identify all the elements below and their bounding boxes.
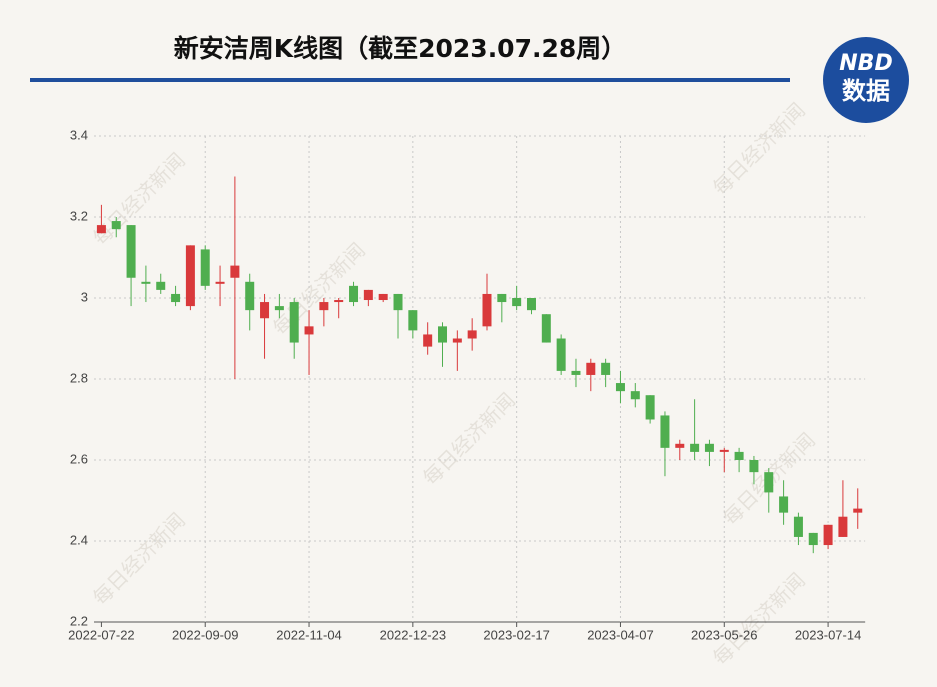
candle-body [497, 293, 507, 303]
candle-body [645, 395, 655, 420]
candle-body [512, 298, 522, 307]
logo [823, 37, 909, 123]
y-tick-label: 2.4 [70, 532, 88, 547]
candle-body [141, 281, 151, 284]
candle-body [156, 281, 166, 290]
candle-body [363, 289, 373, 301]
candle-body [423, 334, 433, 347]
x-tick-label: 2022-12-23 [380, 627, 447, 642]
title-rule [30, 78, 790, 82]
candle-body [660, 415, 670, 448]
candle-body [571, 370, 581, 375]
candle-body [601, 362, 611, 375]
candle-body [764, 472, 774, 493]
candle-body [349, 285, 359, 303]
candle-body [245, 281, 255, 311]
candle-body [185, 245, 195, 307]
x-tick-label: 2023-02-17 [483, 627, 550, 642]
candle-body [215, 281, 225, 284]
candle-body [111, 221, 121, 230]
candle-body [289, 302, 299, 343]
candle-body [274, 306, 284, 311]
candle-body [586, 362, 596, 375]
chart-title: 新安洁周K线图（截至2023.07.28周） [174, 34, 627, 63]
candle-body [408, 310, 418, 331]
candle-body [779, 496, 789, 513]
candle-body [467, 330, 477, 339]
y-tick-label: 2.8 [70, 370, 88, 385]
candle-body [526, 298, 536, 311]
candle-body [378, 293, 388, 301]
candle-body [793, 516, 803, 537]
candle-body [719, 449, 729, 452]
y-tick-label: 2.6 [70, 451, 88, 466]
candle-body [541, 314, 551, 343]
candle-body [808, 532, 818, 546]
candle-body [630, 391, 640, 400]
candle-body [334, 300, 344, 303]
y-tick-label: 3.4 [70, 127, 88, 142]
candle-body [615, 383, 625, 392]
candle-body [482, 293, 492, 327]
x-tick-label: 2023-05-26 [691, 627, 758, 642]
x-tick-label: 2023-04-07 [587, 627, 654, 642]
x-tick-label: 2022-11-04 [276, 627, 342, 642]
candle-body [319, 302, 329, 311]
x-tick-label: 2023-07-14 [795, 627, 862, 642]
candle-body [556, 338, 566, 371]
x-tick-label: 2022-09-09 [172, 627, 239, 642]
candle-body [438, 326, 448, 343]
candle-body [393, 293, 403, 311]
candle-body [823, 524, 833, 546]
candle-body [734, 451, 744, 460]
y-tick-label: 3 [81, 289, 88, 304]
candle-body [690, 443, 700, 452]
candle-body [853, 508, 863, 513]
candle-body [704, 443, 714, 452]
candle-body [230, 265, 240, 278]
candle-body [200, 249, 210, 286]
candle-body [838, 516, 848, 537]
candle-body [452, 338, 462, 343]
candle-body [96, 225, 106, 234]
x-tick-label: 2022-07-22 [68, 627, 135, 642]
candle-body [749, 460, 759, 473]
logo-text: NBD [839, 51, 892, 76]
candle-body [171, 293, 181, 303]
y-tick-label: 2.2 [70, 613, 88, 628]
candle-body [260, 302, 270, 319]
y-tick-label: 3.2 [70, 208, 88, 223]
candle-body [304, 326, 314, 335]
candle-body [675, 443, 685, 448]
candle-body [126, 225, 136, 278]
logo-subtext: 数据 [842, 77, 890, 105]
